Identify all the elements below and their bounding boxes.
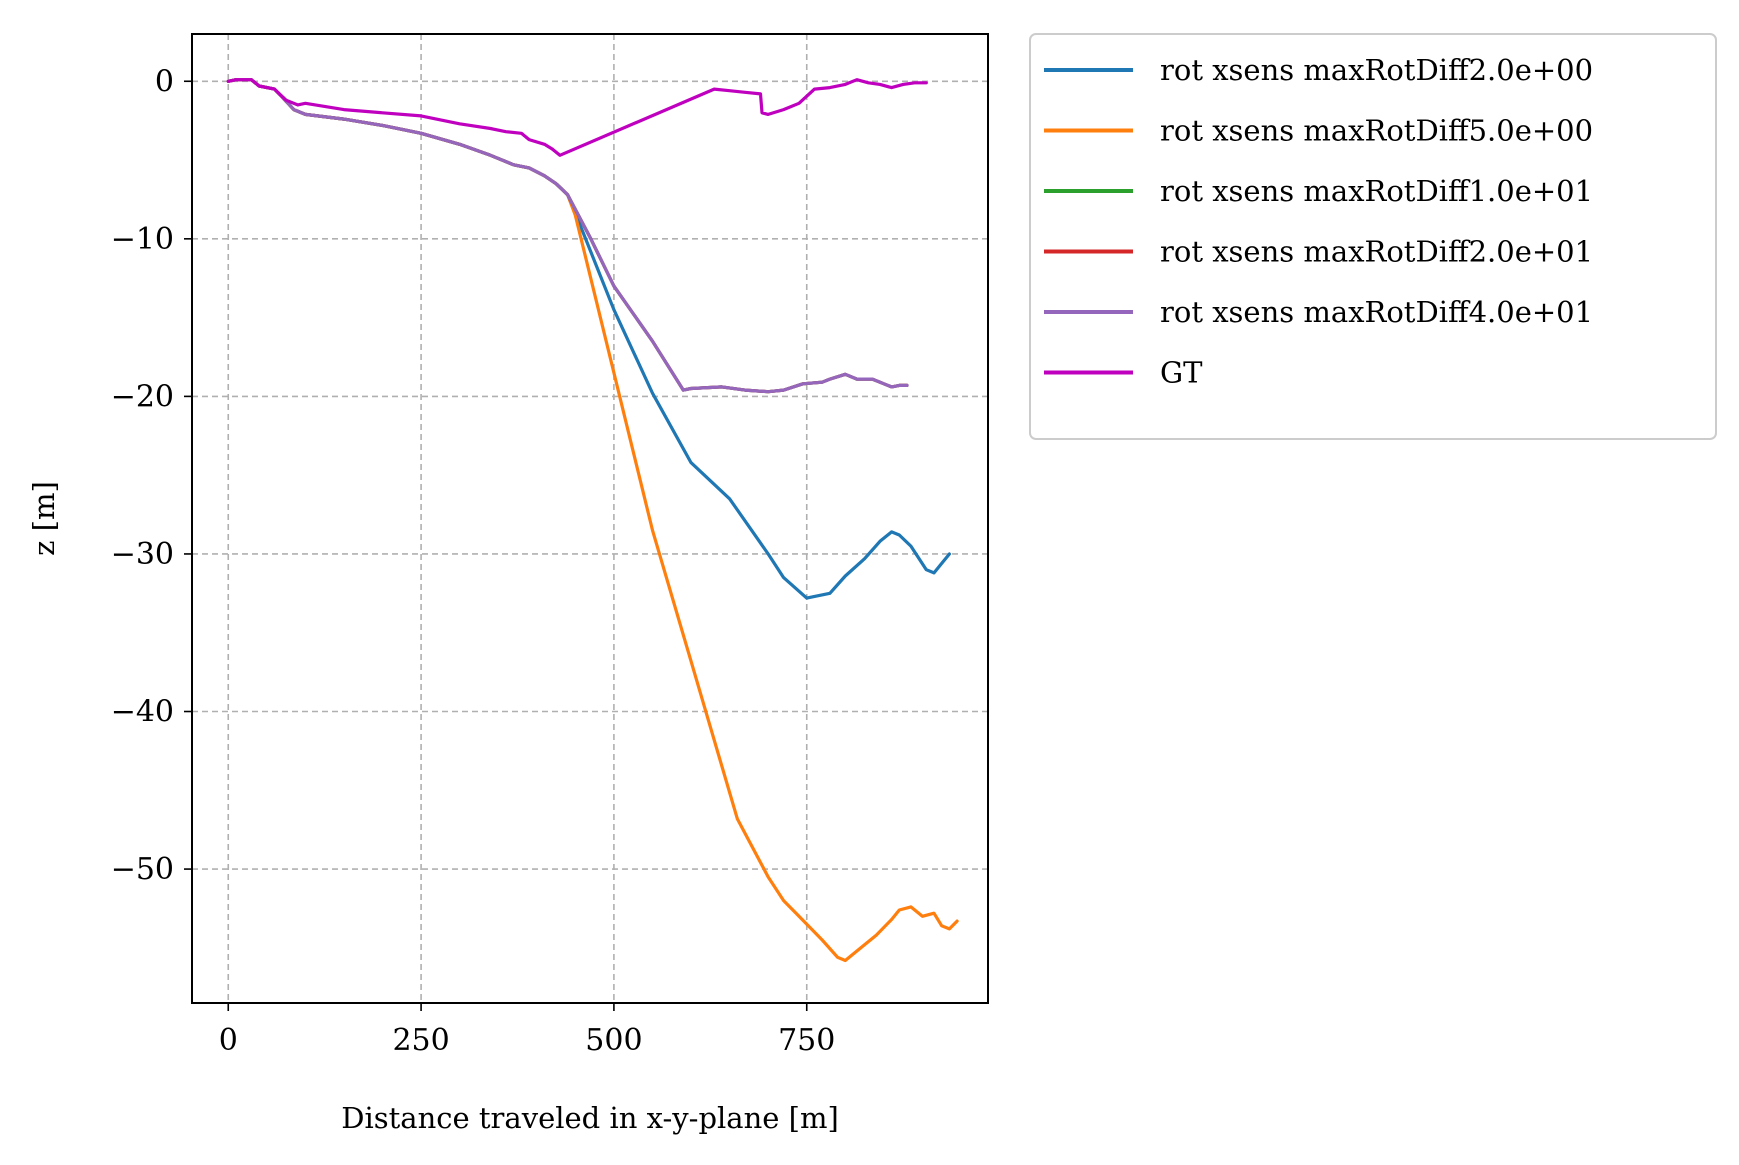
y-tick-label: −40: [111, 695, 174, 730]
y-tick-label: 0: [155, 64, 174, 99]
legend-label: rot xsens maxRotDiff5.0e+00: [1160, 114, 1593, 148]
series-line-1: [226, 78, 959, 963]
legend-item: rot xsens maxRotDiff1.0e+01: [1044, 174, 1593, 208]
x-tick-label: 500: [585, 1023, 642, 1058]
y-tick-label: −30: [111, 537, 174, 572]
x-tick-label: 0: [219, 1023, 238, 1058]
series-line-5: [226, 78, 928, 157]
legend-box: [1029, 33, 1717, 440]
legend: rot xsens maxRotDiff2.0e+00 rot xsens max…: [1029, 33, 1717, 440]
series-line-0: [226, 78, 951, 600]
y-tick-label: −20: [111, 379, 174, 414]
y-tick-label: −50: [111, 852, 174, 887]
plot-area-frame: [191, 33, 989, 1004]
series-line-3: [226, 78, 909, 394]
x-axis-label: Distance traveled in x-y-plane [m]: [341, 1101, 839, 1135]
y-axis-label: z [m]: [27, 481, 61, 556]
legend-item: rot xsens maxRotDiff2.0e+01: [1044, 235, 1593, 269]
axis-ticks: 0 250 500 750 0 −10 −20 −30 −40 −50: [111, 64, 836, 1058]
legend-item: rot xsens maxRotDiff4.0e+01: [1044, 295, 1593, 329]
legend-label: rot xsens maxRotDiff4.0e+01: [1160, 295, 1593, 329]
legend-item: GT: [1044, 356, 1203, 390]
series-lines: [226, 78, 959, 963]
y-tick-label: −10: [111, 222, 174, 257]
series-line-2: [226, 78, 909, 394]
legend-label: rot xsens maxRotDiff1.0e+01: [1160, 174, 1593, 208]
legend-item: rot xsens maxRotDiff2.0e+00: [1044, 53, 1593, 87]
legend-item: rot xsens maxRotDiff5.0e+00: [1044, 114, 1593, 148]
x-tick-label: 750: [778, 1023, 835, 1058]
legend-label: GT: [1160, 356, 1203, 390]
legend-label: rot xsens maxRotDiff2.0e+01: [1160, 235, 1593, 269]
series-line-4: [226, 78, 909, 394]
legend-label: rot xsens maxRotDiff2.0e+00: [1160, 53, 1593, 87]
grid: [192, 34, 988, 1003]
x-tick-label: 250: [392, 1023, 449, 1058]
